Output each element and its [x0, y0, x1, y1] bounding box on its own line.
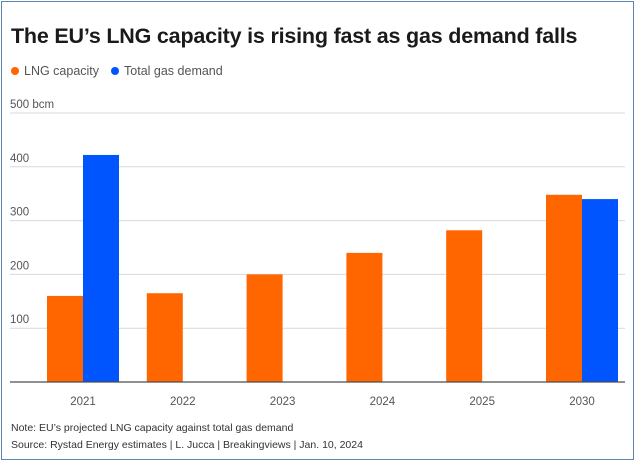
legend-label-total-gas-demand: Total gas demand	[124, 64, 223, 78]
chart-note: Note: EU’s projected LNG capacity agains…	[11, 422, 294, 434]
bar-lng-capacity-2024	[346, 252, 383, 382]
x-tick-label-2022: 2022	[170, 396, 196, 408]
chart-title: The EU’s LNG capacity is rising fast as …	[11, 24, 578, 48]
chart-legend: LNG capacity Total gas demand	[11, 64, 235, 78]
bar-lng-capacity-2021	[47, 295, 83, 382]
x-tick-label-2030: 2030	[569, 396, 595, 408]
legend-swatch-total-gas-demand	[111, 67, 120, 75]
x-tick-label-2024: 2024	[370, 396, 396, 408]
y-tick-label-100: 100	[10, 314, 29, 326]
x-tick-label-2025: 2025	[469, 396, 495, 408]
y-tick-label-400: 400	[10, 153, 29, 165]
bar-lng-capacity-2030	[546, 194, 582, 382]
x-tick-label-2023: 2023	[270, 396, 296, 408]
bar-lng-capacity-2025	[446, 230, 483, 382]
legend-item-lng-capacity: LNG capacity	[11, 64, 99, 78]
x-tick-label-2021: 2021	[70, 396, 96, 408]
bar-lng-capacity-2022	[146, 293, 183, 382]
y-tick-label-500: 500 bcm	[10, 99, 54, 111]
bar-total-gas-demand-2021	[83, 154, 119, 382]
chart-source: Source: Rystad Energy estimates | L. Juc…	[11, 439, 363, 451]
bar-total-gas-demand-2030	[582, 199, 618, 382]
legend-label-lng-capacity: LNG capacity	[24, 64, 100, 78]
legend-item-total-gas-demand: Total gas demand	[111, 64, 223, 78]
bar-lng-capacity-2023	[246, 274, 283, 382]
legend-swatch-lng-capacity	[11, 67, 19, 75]
y-tick-label-300: 300	[10, 207, 29, 219]
y-tick-label-200: 200	[10, 260, 29, 272]
